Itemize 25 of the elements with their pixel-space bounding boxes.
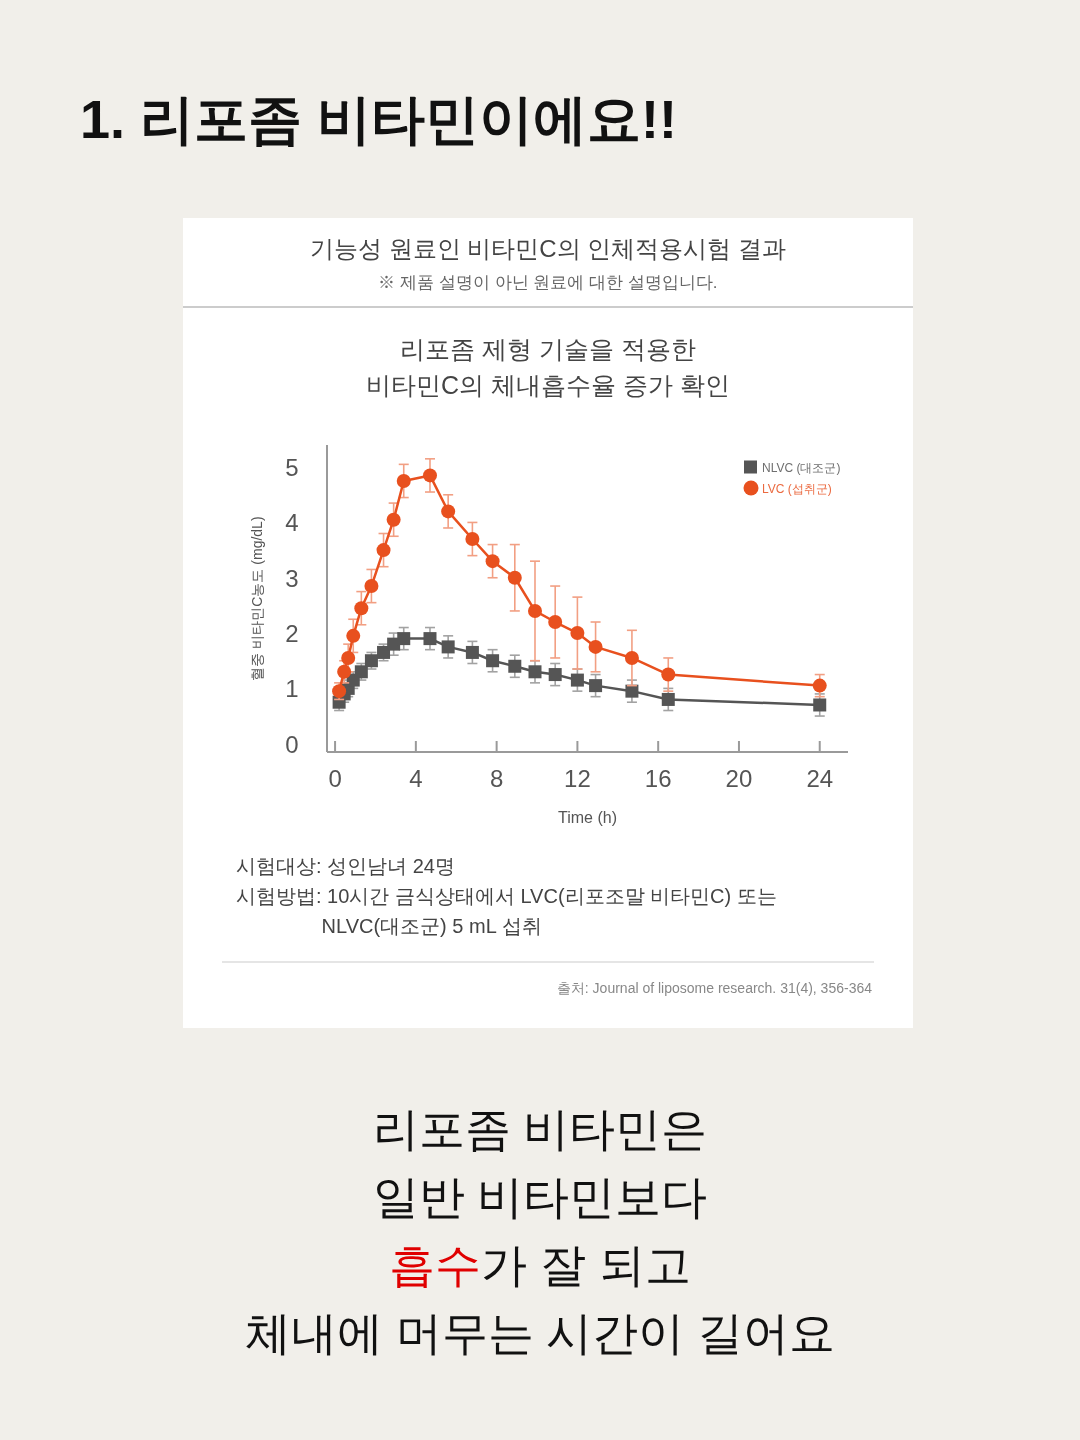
y-tick-label: 2	[285, 620, 299, 648]
x-tick-label: 20	[725, 765, 753, 792]
x-tick-label: 8	[489, 765, 504, 792]
annotation: 시험대상: 성인남녀 24명	[236, 855, 455, 877]
title: 1. 리포좀 비타민이에요!!	[80, 89, 677, 149]
xlabel: Time (h)	[558, 809, 617, 826]
y-tick-label: 5	[285, 454, 299, 482]
legend-label: NLVC (대조군)	[762, 460, 841, 475]
annotation: 출처: Journal of liposome research. 31(4), 356-364	[556, 980, 872, 996]
x-tick-label: 4	[409, 765, 423, 792]
annotation: ※ 제품 설명이 아닌 원료에 대한 설명입니다.	[378, 273, 718, 292]
y-tick-label: 3	[285, 564, 299, 592]
y-tick-label: 1	[285, 675, 299, 703]
x-tick-label: 16	[644, 765, 672, 792]
subtitle: 기능성 원료인 비타민C의 인체적용시험 결과	[310, 235, 786, 262]
x-tick-label: 0	[328, 765, 342, 792]
legend-label: LVC (섭취군)	[762, 481, 832, 496]
ylabel: 혈중 비타민C농도 (mg/dL)	[249, 516, 265, 681]
y-tick-label: 0	[285, 730, 299, 758]
y-tick-label: 4	[285, 509, 299, 537]
annotation: 리포좀 제형 기술을 적용한 비타민C의 체내흡수율 증가 확인	[366, 335, 730, 399]
annotation: 리포좀 비타민은 일반 비타민보다 흡수가 잘 되고 체내에 머무는 시간이 길어요	[244, 1103, 836, 1359]
x-tick-label: 12	[564, 765, 591, 792]
annotation: 시험방법: 10시간 금식상태에서 LVC(리포조말 비타민C) 또는 NLVC(대조군) 5 mL 섭취	[236, 885, 777, 937]
x-tick-label: 24	[806, 765, 834, 792]
